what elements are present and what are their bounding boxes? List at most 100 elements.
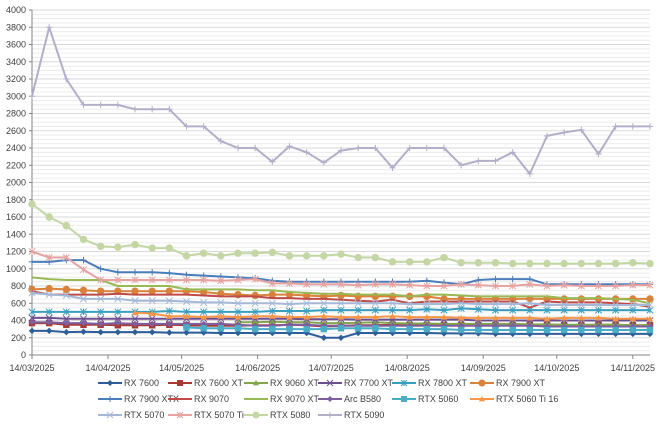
data-point: [509, 306, 517, 314]
data-point: [457, 326, 465, 334]
data-point: [320, 334, 328, 341]
data-point: [389, 312, 396, 319]
data-point: [543, 132, 551, 140]
data-point: [107, 380, 113, 386]
data-point: [199, 249, 208, 257]
data-point: [148, 105, 156, 113]
data-point: [388, 258, 397, 266]
data-point: [509, 300, 517, 308]
series-rx-7800-xt: [28, 304, 654, 316]
data-point: [337, 147, 345, 154]
data-point: [371, 253, 380, 262]
data-point: [200, 313, 207, 320]
legend-item: RX 9070: [168, 394, 229, 404]
data-point: [148, 320, 156, 328]
data-point: [320, 252, 328, 260]
data-point: [114, 315, 122, 323]
data-point: [131, 297, 139, 305]
series-rtx-5070: [28, 289, 654, 309]
data-point: [285, 279, 294, 287]
data-point: [543, 301, 551, 309]
data-point: [526, 314, 534, 321]
data-point: [131, 328, 139, 336]
data-point: [96, 287, 105, 295]
x-tick-label: 14/10/2025: [534, 363, 579, 373]
data-point: [251, 325, 259, 333]
data-point: [131, 320, 139, 328]
series-rtx-5090: [28, 24, 654, 178]
data-point: [646, 306, 654, 314]
data-point: [269, 312, 276, 319]
data-point: [131, 276, 139, 284]
legend-swatch-icon: [318, 396, 342, 402]
data-point: [131, 287, 139, 295]
y-tick-label: 200: [11, 333, 26, 343]
legend-swatch-icon: [168, 411, 192, 419]
data-point: [114, 101, 122, 109]
data-point: [595, 314, 602, 321]
data-point: [182, 252, 191, 260]
legend-item: RTX 5080: [244, 410, 310, 420]
data-point: [320, 325, 328, 333]
data-point: [114, 269, 122, 276]
legend-swatch-icon: [318, 412, 342, 418]
legend-label: RTX 5060: [418, 394, 459, 404]
data-point: [79, 235, 88, 244]
data-point: [440, 144, 448, 152]
legend-item: Arc B580: [318, 394, 381, 404]
data-point: [354, 306, 362, 314]
data-point: [543, 306, 551, 314]
data-point: [560, 281, 568, 289]
legend-swatch-icon: [470, 396, 494, 402]
data-point: [543, 326, 551, 334]
data-point: [629, 281, 637, 289]
data-point: [491, 300, 500, 308]
data-point: [594, 306, 603, 314]
data-point: [578, 126, 585, 134]
data-point: [543, 259, 551, 268]
data-point: [440, 306, 448, 314]
data-point: [388, 299, 397, 307]
data-point: [423, 144, 431, 152]
data-point: [234, 144, 242, 152]
data-point: [131, 240, 139, 249]
legend-label: RX 7900 XTX: [124, 394, 180, 404]
data-point: [131, 309, 139, 316]
y-tick-label: 3800: [6, 22, 26, 32]
y-tick-label: 2000: [6, 178, 26, 188]
data-point: [337, 313, 345, 320]
data-point: [509, 282, 517, 290]
data-point: [28, 314, 36, 322]
data-point: [629, 306, 637, 314]
data-point: [372, 313, 379, 320]
data-point: [62, 285, 71, 294]
data-point: [45, 291, 53, 299]
data-point: [45, 284, 53, 293]
data-point: [131, 269, 139, 276]
data-point: [457, 280, 465, 288]
data-point: [320, 159, 328, 166]
data-point: [106, 411, 114, 419]
data-point: [475, 157, 482, 165]
data-point: [148, 269, 156, 276]
data-point: [79, 266, 88, 274]
legend-swatch-icon: [318, 379, 342, 387]
y-tick-label: 400: [11, 316, 26, 326]
data-point: [646, 123, 654, 130]
legend-label: RTX 5080: [270, 410, 311, 420]
legend-label: RX 7900 XT: [496, 378, 546, 388]
legend-item: RTX 5090: [318, 410, 384, 420]
data-point: [97, 308, 105, 316]
data-point: [165, 276, 173, 284]
data-point: [406, 281, 414, 289]
data-point: [148, 328, 156, 336]
data-point: [594, 301, 603, 309]
data-point: [406, 325, 413, 333]
legend-label: RX 7800 XT: [418, 378, 468, 388]
data-point: [423, 258, 431, 266]
y-tick-label: 1000: [6, 264, 26, 274]
data-point: [372, 144, 379, 152]
data-point: [63, 328, 70, 336]
data-point: [62, 221, 71, 230]
series-lines: [28, 24, 654, 341]
